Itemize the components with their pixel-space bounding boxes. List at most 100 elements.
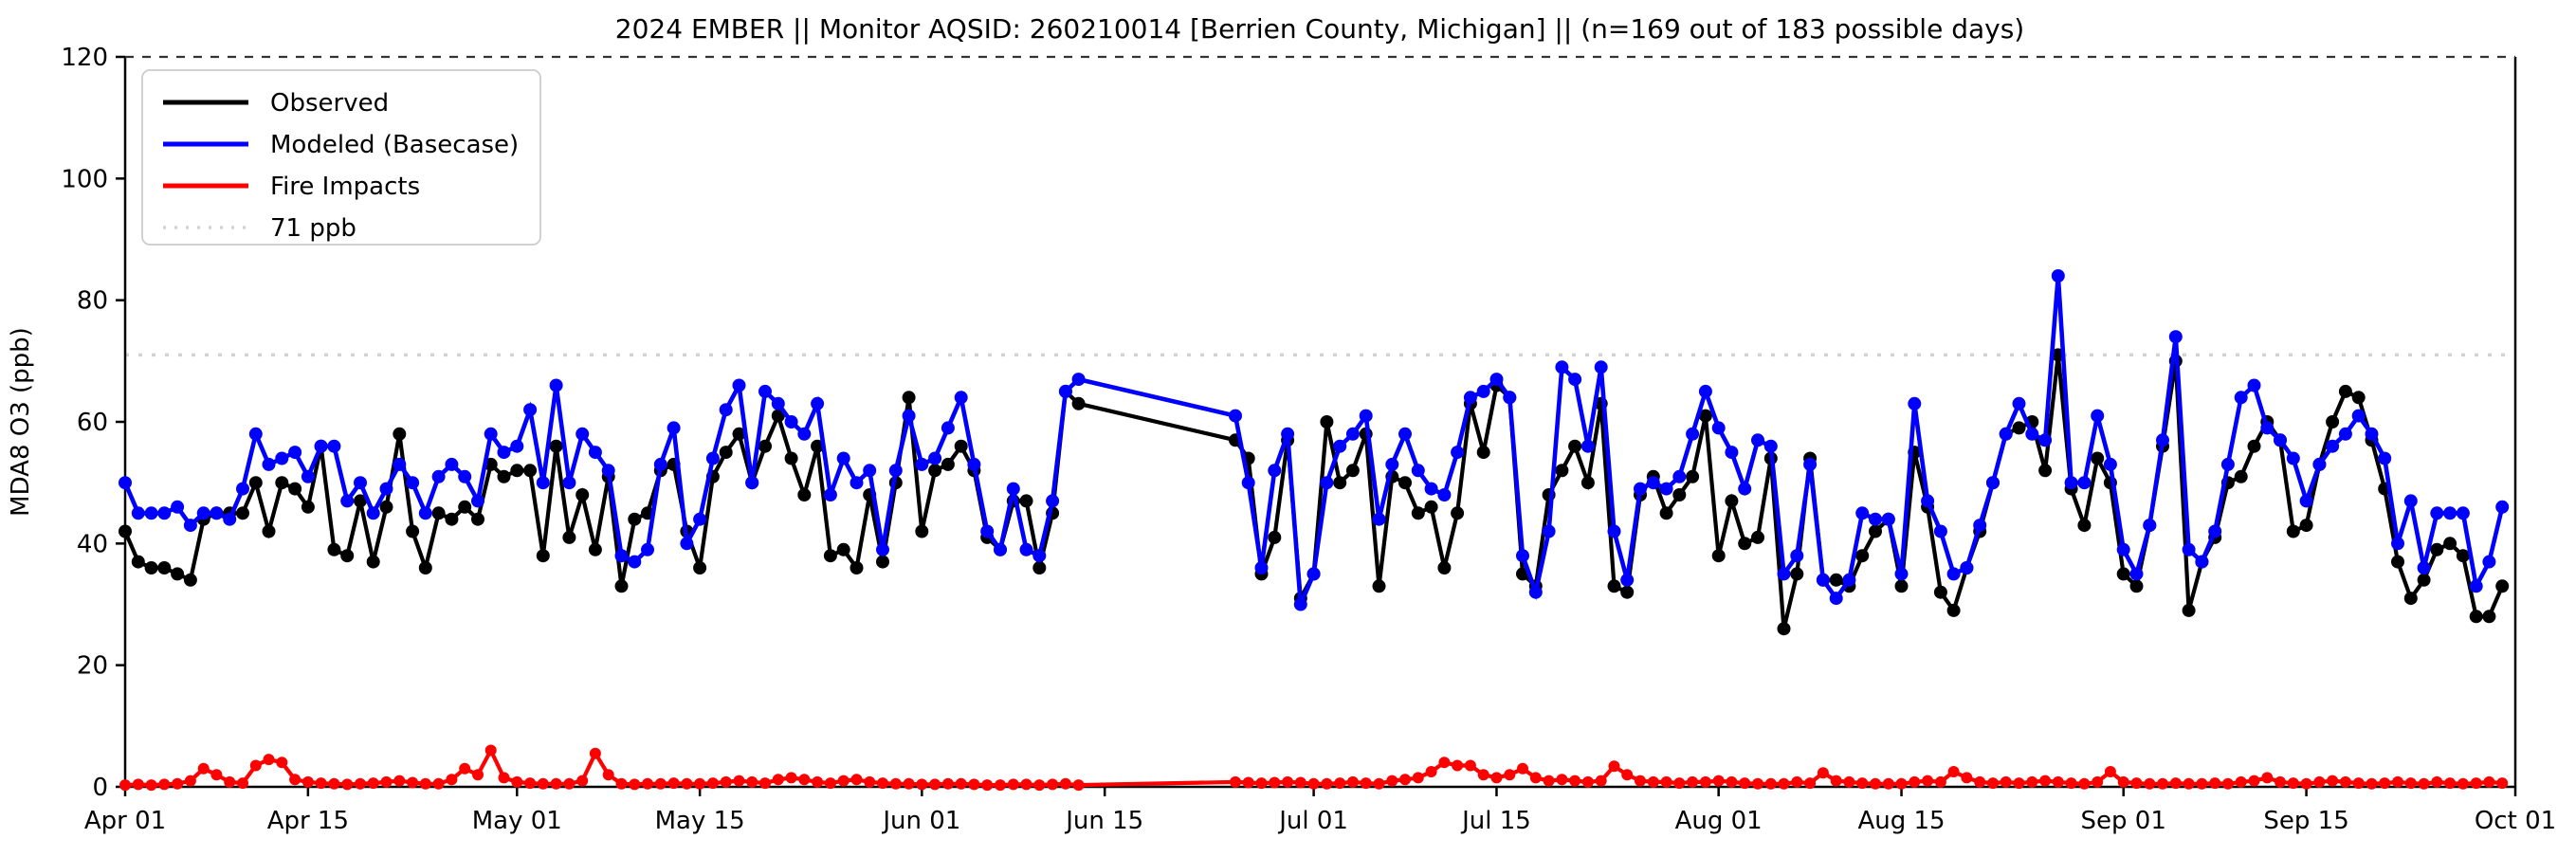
data-point	[1946, 603, 1961, 617]
data-point	[1019, 542, 1033, 556]
data-point	[601, 464, 615, 478]
data-point	[1321, 777, 1333, 790]
data-point	[2495, 579, 2510, 593]
data-point	[340, 494, 355, 508]
data-point	[484, 427, 498, 441]
data-point	[1659, 506, 1673, 520]
data-point	[144, 506, 158, 520]
data-point	[1817, 767, 1829, 779]
data-point	[2235, 775, 2247, 788]
data-point	[2117, 775, 2129, 788]
data-point	[458, 500, 472, 514]
data-point	[1386, 775, 1398, 787]
x-tick-label: Jul 15	[1460, 807, 1531, 835]
data-point	[615, 777, 628, 790]
data-point	[2365, 427, 2379, 441]
data-point	[1268, 464, 1282, 478]
data-point	[732, 378, 746, 392]
data-point	[1281, 427, 1295, 441]
data-point	[772, 774, 784, 786]
data-point	[2274, 433, 2287, 447]
data-point	[1020, 778, 1032, 791]
data-point	[1999, 427, 2013, 441]
data-point	[1660, 775, 1672, 788]
data-point	[393, 457, 407, 471]
data-point	[2157, 777, 2168, 790]
data-point	[549, 378, 563, 392]
data-point	[183, 519, 197, 533]
data-point	[759, 777, 771, 790]
data-point	[798, 774, 811, 786]
data-point	[1543, 775, 1555, 787]
data-point	[275, 476, 289, 490]
data-point	[837, 775, 850, 787]
data-point	[497, 446, 511, 460]
data-point	[1019, 494, 1033, 508]
y-tick-label: 100	[61, 165, 108, 193]
data-point	[1437, 488, 1452, 501]
data-point	[1360, 777, 1372, 790]
data-point	[758, 384, 772, 398]
data-point	[236, 506, 249, 520]
legend-label: Observed	[270, 89, 389, 118]
data-point	[1006, 482, 1020, 496]
data-point	[928, 464, 942, 478]
data-point	[1698, 384, 1712, 398]
data-point	[289, 774, 301, 786]
data-point	[1803, 457, 1818, 471]
data-point	[1033, 779, 1046, 792]
data-point	[119, 779, 131, 792]
data-point	[681, 777, 693, 790]
data-point	[771, 409, 785, 423]
legend-label: Modeled (Basecase)	[270, 131, 519, 159]
data-point	[2430, 542, 2444, 556]
data-point	[1032, 549, 1047, 563]
data-point	[1359, 409, 1373, 423]
data-point	[1568, 439, 1582, 453]
data-point	[2482, 610, 2496, 624]
x-tick-label: May 01	[472, 807, 562, 835]
data-point	[1242, 776, 1254, 789]
data-point	[1503, 391, 1517, 405]
data-point	[301, 469, 315, 483]
data-point	[733, 775, 745, 787]
data-point	[1659, 482, 1673, 496]
data-point	[1320, 415, 1334, 428]
data-point	[314, 439, 328, 453]
data-point	[1528, 585, 1543, 599]
data-point	[379, 500, 393, 514]
data-point	[1934, 775, 1946, 788]
data-point	[1646, 476, 1660, 490]
data-point	[157, 506, 172, 520]
data-point	[183, 573, 197, 587]
data-point	[1725, 446, 1739, 460]
data-point	[431, 506, 446, 520]
data-point	[2078, 777, 2091, 790]
data-point	[2326, 415, 2340, 428]
data-point	[498, 772, 510, 784]
legend-label: Fire Impacts	[270, 173, 420, 201]
data-point	[2077, 476, 2092, 490]
data-point	[1333, 439, 1347, 453]
data-point	[2116, 542, 2130, 556]
data-point	[797, 427, 812, 441]
data-point	[1529, 772, 1542, 784]
data-point	[968, 778, 980, 791]
data-point	[994, 542, 1007, 556]
data-point	[1869, 524, 1882, 538]
data-point	[262, 457, 276, 471]
data-point	[224, 775, 236, 788]
data-point	[588, 542, 602, 556]
data-point	[1254, 561, 1269, 574]
data-point	[2052, 775, 2064, 788]
data-point	[2103, 457, 2117, 471]
data-point	[248, 476, 263, 490]
data-point	[2196, 777, 2208, 790]
data-point	[2221, 777, 2234, 790]
data-point	[2156, 433, 2169, 447]
data-point	[629, 778, 641, 791]
data-point	[850, 476, 864, 490]
data-point	[1268, 530, 1282, 544]
data-point	[2366, 777, 2378, 790]
data-point	[877, 777, 888, 790]
